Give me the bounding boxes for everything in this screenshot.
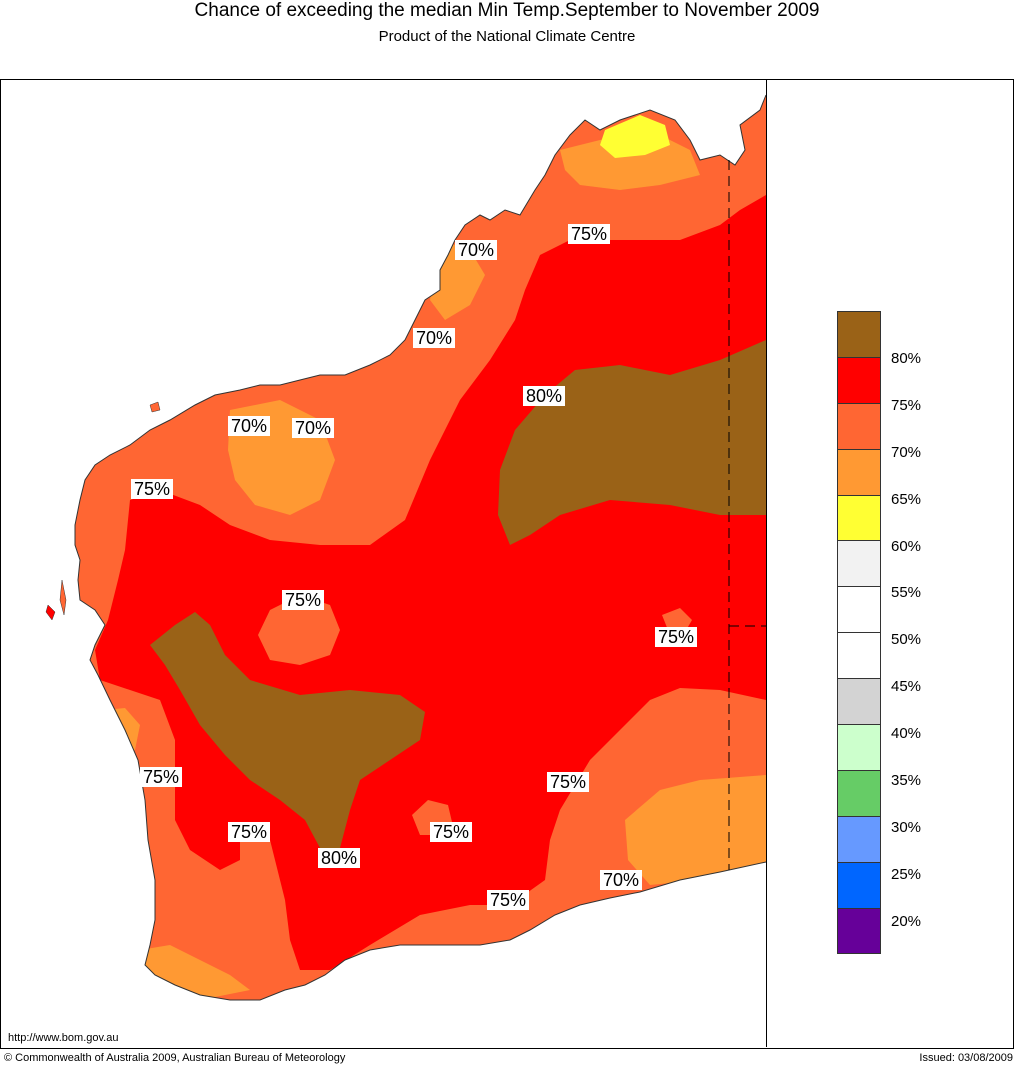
contour-label: 75% xyxy=(140,767,183,787)
contour-label: 70% xyxy=(413,328,456,348)
legend-divider xyxy=(766,79,767,1047)
contour-label: 70% xyxy=(600,870,643,890)
contour-label: 75% xyxy=(430,822,473,842)
copyright-notice: © Commonwealth of Australia 2009, Austra… xyxy=(4,1052,346,1064)
map-title: Chance of exceeding the median Min Temp.… xyxy=(194,0,820,21)
legend-label: 45% xyxy=(891,678,922,696)
contour-label: 70% xyxy=(292,418,335,438)
contour-label: 75% xyxy=(655,627,698,647)
legend-swatch xyxy=(837,448,881,496)
legend-swatch xyxy=(837,402,881,450)
contour-label: 75% xyxy=(547,772,590,792)
color-legend xyxy=(837,311,881,955)
legend-label: 50% xyxy=(891,631,922,649)
legend-swatch xyxy=(837,769,881,817)
legend-label: 25% xyxy=(891,865,922,883)
contour-regions xyxy=(75,95,766,1000)
legend-label: 60% xyxy=(891,537,922,555)
legend-swatch xyxy=(837,311,881,358)
legend-label: 55% xyxy=(891,584,922,602)
legend-swatch xyxy=(837,540,881,588)
contour-label: 70% xyxy=(228,416,271,436)
contour-label: 75% xyxy=(228,822,271,842)
contour-label: 75% xyxy=(568,224,611,244)
legend-label: 30% xyxy=(891,818,922,836)
legend-swatch xyxy=(837,586,881,634)
legend-swatch xyxy=(837,678,881,726)
legend-swatch xyxy=(837,907,881,955)
contour-label: 80% xyxy=(523,386,566,406)
legend-swatch xyxy=(837,861,881,909)
legend-label: 75% xyxy=(891,396,922,414)
legend-label: 40% xyxy=(891,725,922,743)
legend-swatch xyxy=(837,494,881,542)
contour-label: 75% xyxy=(282,590,325,610)
legend-label: 65% xyxy=(891,490,922,508)
legend-swatch xyxy=(837,724,881,771)
legend-label: 35% xyxy=(891,772,922,789)
legend-label: 80% xyxy=(891,349,922,367)
legend-swatch xyxy=(837,356,881,404)
map-subtitle: Product of the National Climate Centre xyxy=(378,28,636,45)
contour-label: 75% xyxy=(487,890,530,910)
source-url: http://www.bom.gov.au xyxy=(8,1032,119,1044)
issued-date: Issued: 03/08/2009 xyxy=(919,1052,1013,1064)
legend-label: 70% xyxy=(891,443,922,461)
contour-label: 70% xyxy=(455,240,498,260)
legend-swatch xyxy=(837,632,881,680)
contour-label: 75% xyxy=(131,479,174,499)
contour-label: 80% xyxy=(318,848,361,868)
legend-label: 20% xyxy=(891,912,922,930)
legend-swatch xyxy=(837,815,881,863)
